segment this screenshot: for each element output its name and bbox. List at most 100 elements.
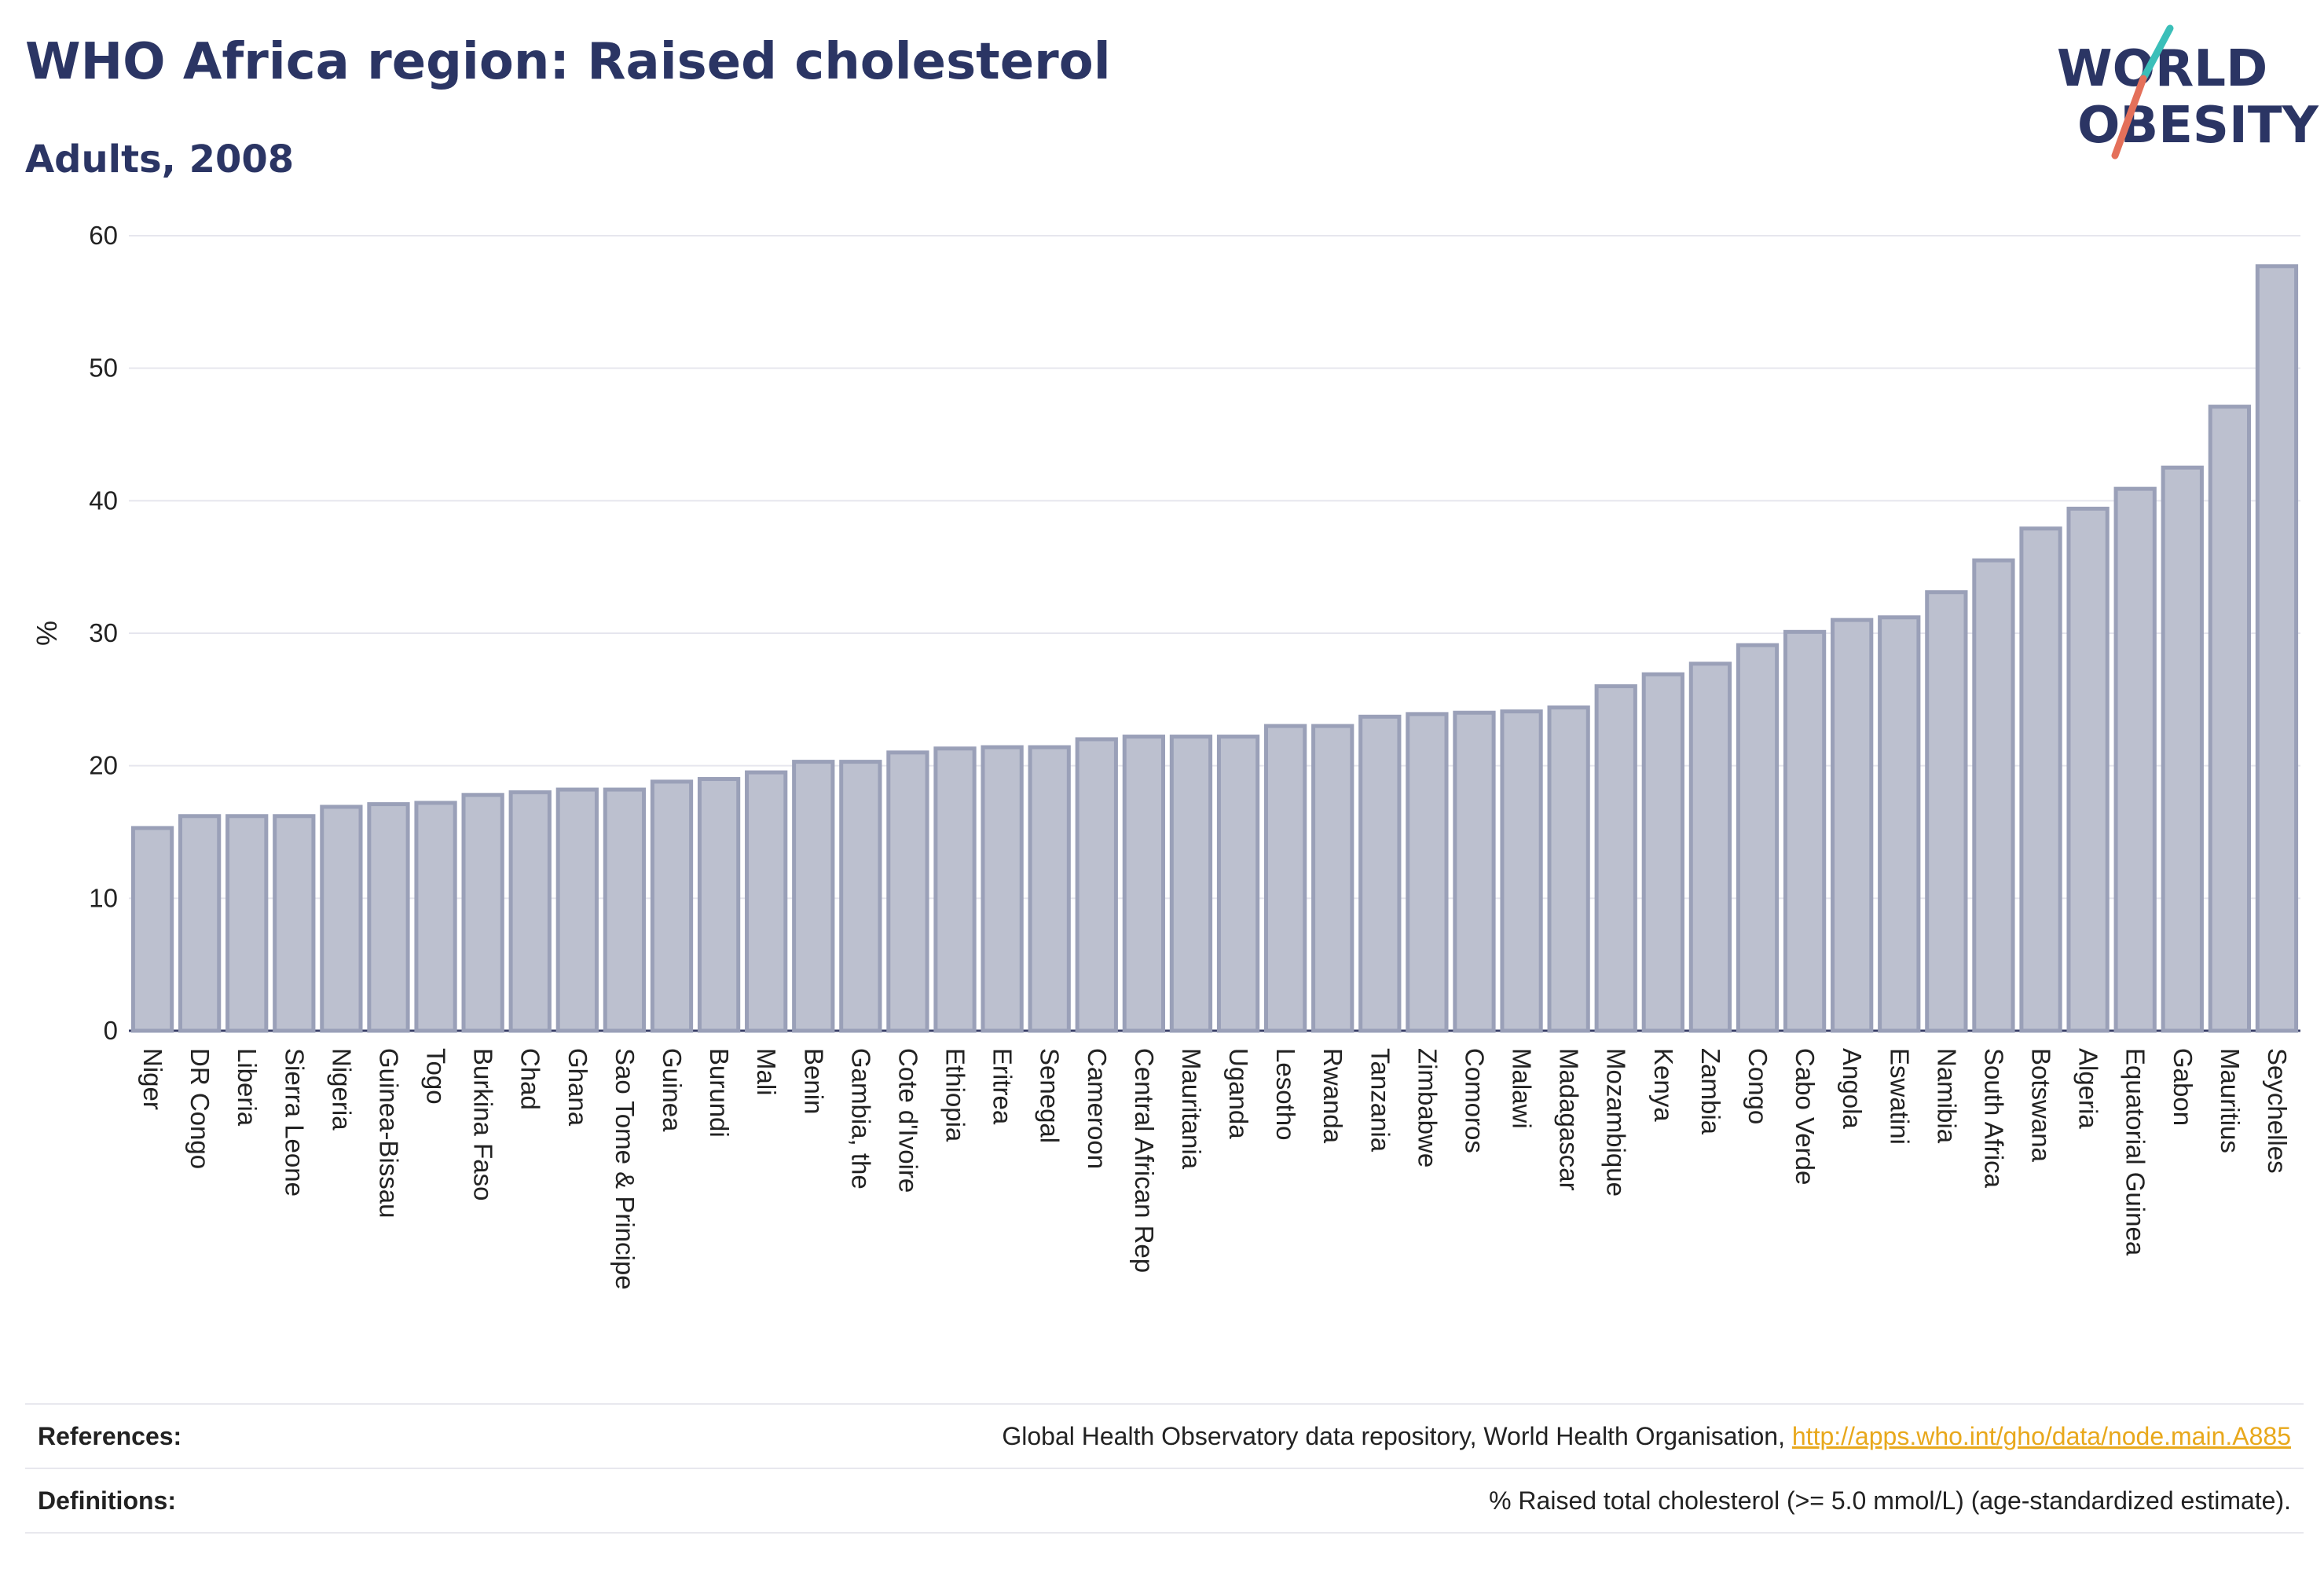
y-tick-label: 60	[89, 221, 118, 250]
x-tick-label: Malawi	[1508, 1048, 1537, 1129]
x-tick-label: Ethiopia	[941, 1048, 970, 1142]
bar	[697, 777, 741, 1033]
bar	[933, 746, 977, 1033]
bar	[1783, 629, 1827, 1033]
bar	[2161, 465, 2204, 1033]
bar	[1688, 662, 1732, 1033]
definitions-label: Definitions:	[38, 1486, 176, 1515]
bar	[414, 801, 457, 1033]
x-tick-label: DR Congo	[185, 1048, 214, 1169]
x-tick-label: Lesotho	[1271, 1048, 1300, 1140]
bar	[886, 750, 929, 1033]
bar	[1831, 618, 1874, 1033]
bar	[1453, 710, 1496, 1033]
x-tick-label: Sao Tome & Principe	[610, 1048, 640, 1290]
y-tick-label: 20	[89, 751, 118, 780]
references-link[interactable]: http://apps.who.int/gho/data/node.main.A…	[1791, 1422, 2291, 1450]
x-tick-label: Mozambique	[1602, 1048, 1631, 1197]
x-tick-label: Angola	[1838, 1048, 1867, 1129]
x-tick-label: Nigeria	[327, 1048, 356, 1131]
x-tick-label: Uganda	[1224, 1048, 1253, 1139]
y-axis-label: %	[31, 621, 63, 646]
x-tick-label: Cameroon	[1083, 1048, 1112, 1169]
bar	[1500, 709, 1543, 1033]
x-tick-label: Mali	[752, 1048, 781, 1096]
footer-divider	[25, 1532, 2304, 1534]
bar	[225, 814, 269, 1033]
bar	[508, 790, 552, 1033]
bar	[1169, 735, 1213, 1033]
x-tick-label: Gabon	[2168, 1048, 2198, 1126]
bar	[178, 814, 222, 1033]
bar	[1311, 724, 1354, 1033]
chart-title: WHO Africa region: Raised cholesterol	[25, 33, 1111, 91]
references-value: Global Health Observatory data repositor…	[1002, 1422, 2291, 1451]
x-tick-label: Mauritius	[2216, 1048, 2245, 1153]
bar	[650, 779, 694, 1033]
x-tick-label: Algeria	[2074, 1048, 2103, 1129]
bar-chart: 0 10 20 30 40 50 60% Niger DR Congo Liberia Sierra…	[31, 221, 2300, 1290]
x-tick-label: Botswana	[2027, 1048, 2056, 1163]
bar	[603, 787, 647, 1033]
bar	[1122, 735, 1166, 1033]
x-tick-label: Zambia	[1696, 1048, 1725, 1135]
bar	[839, 760, 882, 1033]
x-tick-label: Ghana	[563, 1048, 592, 1127]
logo-slash-icon	[2111, 24, 2174, 159]
x-tick-label: Namibia	[1932, 1048, 1961, 1144]
bar	[2066, 506, 2110, 1033]
references-text: Global Health Observatory data repositor…	[1002, 1422, 1785, 1450]
bar	[1547, 705, 1590, 1033]
x-tick-label: Mauritania	[1177, 1048, 1206, 1170]
x-tick-label: Chad	[516, 1048, 545, 1110]
x-tick-label: Burundi	[705, 1048, 734, 1138]
x-tick-label: Guinea-Bissau	[374, 1048, 403, 1218]
y-tick-label: 30	[89, 618, 118, 647]
x-tick-label: Central African Rep	[1130, 1048, 1159, 1273]
x-tick-label: Liberia	[233, 1048, 262, 1127]
bar	[273, 814, 316, 1033]
x-tick-label: Congo	[1743, 1048, 1772, 1124]
x-tick-label: Eswatini	[1885, 1048, 1914, 1145]
x-tick-label: Senegal	[1036, 1048, 1065, 1143]
x-tick-label: Cote d'Ivoire	[893, 1048, 922, 1193]
x-tick-label: South Africa	[1979, 1048, 2008, 1189]
y-tick-label: 10	[89, 883, 118, 912]
bar	[2019, 526, 2062, 1033]
x-tick-label: Rwanda	[1318, 1048, 1347, 1144]
references-row: References: Global Health Observatory da…	[25, 1403, 2304, 1469]
bar	[555, 787, 599, 1033]
bar	[2113, 486, 2157, 1033]
definitions-row: Definitions: % Raised total cholesterol …	[25, 1468, 2304, 1534]
x-tick-label: Kenya	[1649, 1048, 1678, 1122]
chart-subtitle: Adults, 2008	[25, 137, 295, 181]
x-tick-label: Gambia, the	[846, 1048, 875, 1189]
bar	[1028, 745, 1071, 1033]
x-tick-label: Sierra Leone	[280, 1048, 309, 1197]
bar	[367, 802, 410, 1033]
x-tick-label: Niger	[138, 1048, 167, 1110]
bar	[1641, 672, 1684, 1033]
bar	[2208, 405, 2252, 1033]
x-tick-label: Comoros	[1460, 1048, 1489, 1153]
bar	[1736, 643, 1780, 1033]
x-tick-label: Benin	[799, 1048, 828, 1114]
bar	[320, 804, 363, 1033]
x-tick-label: Burkina Faso	[469, 1048, 498, 1200]
bar	[1925, 590, 1968, 1033]
bar	[1406, 712, 1449, 1033]
x-tick-label: Zimbabwe	[1413, 1048, 1442, 1167]
x-tick-label: Cabo Verde	[1791, 1048, 1820, 1185]
bar	[981, 745, 1024, 1033]
bar	[130, 826, 174, 1033]
bar	[2255, 264, 2299, 1033]
x-tick-label: Guinea	[658, 1048, 687, 1132]
bar	[461, 793, 504, 1033]
y-tick-label: 0	[104, 1016, 118, 1045]
y-tick-label: 50	[89, 354, 118, 383]
bar	[1594, 684, 1637, 1033]
bar	[1972, 558, 2015, 1033]
bar	[792, 760, 835, 1033]
definitions-text: % Raised total cholesterol (>= 5.0 mmol/…	[1489, 1486, 2291, 1515]
x-tick-label: Seychelles	[2263, 1048, 2292, 1174]
